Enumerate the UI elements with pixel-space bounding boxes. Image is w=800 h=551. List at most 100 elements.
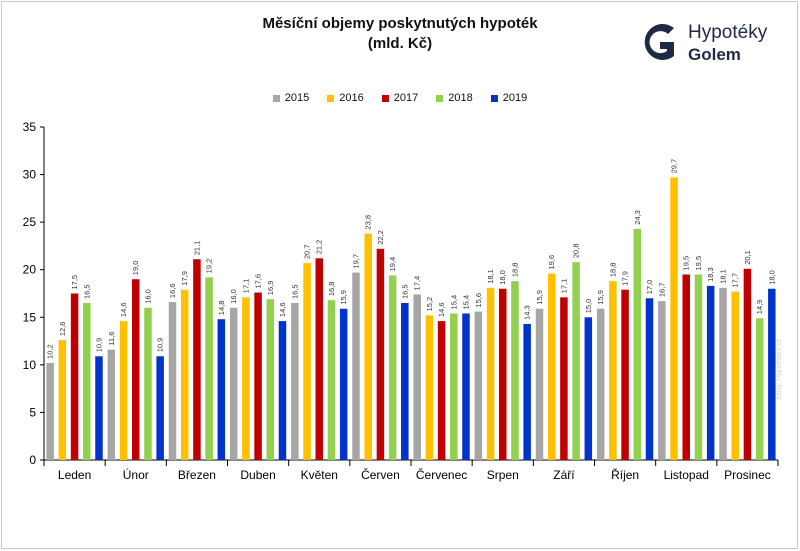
legend-item: 2017 <box>381 92 418 104</box>
y-tick-label: 35 <box>23 120 37 134</box>
x-tick-label: Duben <box>240 468 275 482</box>
legend-item: 2019 <box>490 92 527 104</box>
x-tick-label: Září <box>553 468 575 482</box>
legend-swatch <box>436 94 444 102</box>
data-label: 21,1 <box>192 241 201 256</box>
data-label: 15,9 <box>596 290 605 305</box>
data-label: 14,8 <box>217 301 226 316</box>
bar <box>144 307 152 460</box>
bar <box>560 297 568 460</box>
data-label: 17,6 <box>254 274 263 289</box>
data-label: 14,6 <box>278 302 287 317</box>
data-label: 17,5 <box>70 275 79 290</box>
bar <box>352 272 360 460</box>
legend-label: 2018 <box>448 92 473 104</box>
data-label: 11,6 <box>107 332 116 346</box>
bar <box>523 323 531 460</box>
x-tick-label: Březen <box>178 468 216 482</box>
bar <box>168 302 177 460</box>
data-label: 15,4 <box>449 295 458 310</box>
data-label: 20,7 <box>303 244 312 259</box>
bar <box>731 291 739 460</box>
bar <box>242 297 250 460</box>
data-label: 17,0 <box>645 280 654 295</box>
bar <box>706 285 715 460</box>
data-label: 15,9 <box>535 290 544 305</box>
data-label: 17,1 <box>559 279 568 294</box>
bar <box>535 308 544 460</box>
brand-logo: Hypotéky Golem <box>640 20 780 68</box>
bar <box>180 289 189 460</box>
bar <box>46 362 54 460</box>
data-label: 15,4 <box>461 295 470 310</box>
bar <box>193 259 201 460</box>
data-label: 18,8 <box>510 263 519 278</box>
data-label: 19,4 <box>388 257 397 272</box>
y-tick-label: 15 <box>23 310 37 324</box>
data-label: 29,7 <box>670 159 679 174</box>
bar <box>633 228 642 460</box>
bar <box>682 274 690 460</box>
bar <box>413 294 421 460</box>
title-line-1: Měsíční objemy poskytnutých hypoték <box>262 15 538 32</box>
legend-swatch <box>381 94 389 102</box>
data-label: 21,2 <box>315 240 324 255</box>
data-label: 16,0 <box>229 289 238 304</box>
bar <box>572 262 580 460</box>
data-label: 18,0 <box>498 270 507 285</box>
bar <box>658 301 666 460</box>
data-label: 16,6 <box>168 283 177 298</box>
bar <box>547 273 556 460</box>
data-label: 22,2 <box>376 230 385 245</box>
data-label: 18,8 <box>608 263 617 278</box>
bar <box>303 263 311 460</box>
y-tick-label: 0 <box>29 453 36 467</box>
bar <box>58 340 67 460</box>
data-label: 10,2 <box>46 344 55 359</box>
bar <box>132 279 140 460</box>
bar <box>694 274 703 460</box>
bar <box>278 321 287 460</box>
legend-item: 2016 <box>327 92 364 104</box>
data-label: 19,0 <box>131 261 140 276</box>
golem-g-logo-icon <box>644 24 674 61</box>
bar <box>388 275 397 460</box>
bar <box>768 288 776 460</box>
data-label: 16,8 <box>327 282 336 297</box>
y-tick-label: 5 <box>29 405 36 419</box>
chart-legend: 2015 2016 2017 2018 2019 <box>0 92 800 104</box>
bar <box>217 319 226 460</box>
bar <box>437 321 446 460</box>
source-note: zdroj: Hypoindex.cz <box>776 338 783 400</box>
bar <box>609 281 617 460</box>
data-label: 15,9 <box>339 290 348 305</box>
legend-swatch <box>272 94 280 102</box>
bar <box>755 318 764 460</box>
data-label: 18,3 <box>706 267 715 282</box>
data-label: 20,1 <box>743 250 752 265</box>
bar <box>670 177 678 460</box>
bar <box>327 300 336 460</box>
x-tick-label: Únor <box>123 467 149 482</box>
data-label: 12,6 <box>58 322 67 337</box>
bar <box>462 313 470 460</box>
x-tick-label: Listopad <box>664 468 709 482</box>
bar <box>584 317 593 460</box>
data-label: 10,9 <box>94 338 103 353</box>
data-label: 20,8 <box>572 243 581 258</box>
bar <box>205 277 213 460</box>
title-line-2: (mld. Kč) <box>367 35 433 52</box>
data-label: 19,5 <box>694 256 703 271</box>
y-tick-label: 25 <box>23 215 37 229</box>
x-tick-label: Květen <box>301 468 338 482</box>
data-label: 19,6 <box>547 255 556 270</box>
bar <box>156 356 164 460</box>
x-tick-label: Srpen <box>487 468 519 482</box>
bar <box>83 303 91 460</box>
bar <box>450 313 458 460</box>
data-label: 17,9 <box>621 271 630 286</box>
bar <box>107 349 116 460</box>
legend-item: 2018 <box>436 92 473 104</box>
data-label: 17,7 <box>731 273 740 288</box>
